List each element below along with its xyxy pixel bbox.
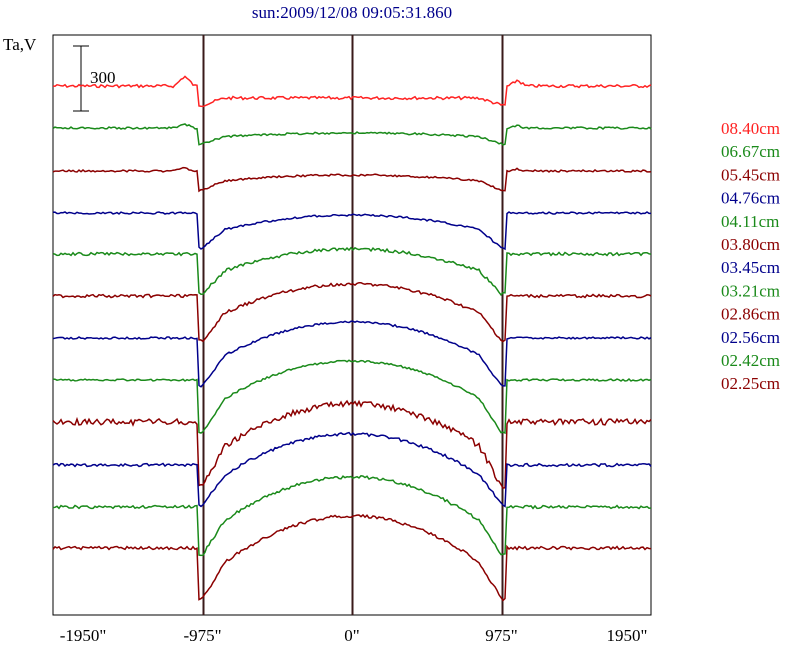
- series-line-04.11cm: [52, 246, 652, 296]
- y-axis-label: Ta,V: [3, 35, 37, 54]
- series-line-02.42cm: [52, 475, 652, 557]
- series-line-06.67cm: [52, 123, 652, 146]
- series-line-03.80cm: [52, 281, 652, 343]
- series-line-05.45cm: [52, 166, 652, 193]
- scale-bar: 300: [73, 45, 116, 112]
- x-tick-label-4: 1950": [607, 626, 648, 645]
- series-lines: [52, 75, 652, 602]
- legend-entry-08.40cm: 08.40cm: [721, 119, 780, 138]
- legend-entry-05.45cm: 05.45cm: [721, 165, 780, 184]
- series-line-02.56cm: [52, 431, 652, 508]
- legend-entry-02.42cm: 02.42cm: [721, 351, 780, 370]
- x-tick-label-2: 0": [344, 626, 359, 645]
- legend: 08.40cm 06.67cm 05.45cm 04.76cm 04.11cm 03.80…: [721, 119, 780, 393]
- legend-entry-03.80cm: 03.80cm: [721, 235, 780, 254]
- series-line-02.86cm: [52, 399, 652, 489]
- chart-title: sun:2009/12/08 09:05:31.860: [252, 3, 452, 22]
- legend-entry-03.45cm: 03.45cm: [721, 258, 780, 277]
- legend-entry-02.56cm: 02.56cm: [721, 328, 780, 347]
- series-line-02.25cm: [52, 513, 652, 602]
- x-tick-label-3: 975": [485, 626, 517, 645]
- legend-entry-04.76cm: 04.76cm: [721, 189, 780, 208]
- legend-entry-02.25cm: 02.25cm: [721, 374, 780, 393]
- series-line-03.45cm: [52, 320, 652, 388]
- legend-entry-03.21cm: 03.21cm: [721, 281, 780, 300]
- legend-entry-06.67cm: 06.67cm: [721, 142, 780, 161]
- series-line-03.21cm: [52, 359, 652, 435]
- x-axis-ticks: -1950" -975" 0" 975" 1950": [60, 626, 648, 645]
- vertical-markers: [202, 35, 504, 615]
- legend-entry-04.11cm: 04.11cm: [721, 212, 779, 231]
- series-line-08.40cm: [52, 75, 652, 108]
- scale-bar-label: 300: [90, 68, 116, 87]
- series-line-04.76cm: [52, 211, 651, 251]
- x-tick-label-0: -1950": [60, 626, 107, 645]
- x-tick-label-1: -975": [183, 626, 221, 645]
- legend-entry-02.86cm: 02.86cm: [721, 305, 780, 324]
